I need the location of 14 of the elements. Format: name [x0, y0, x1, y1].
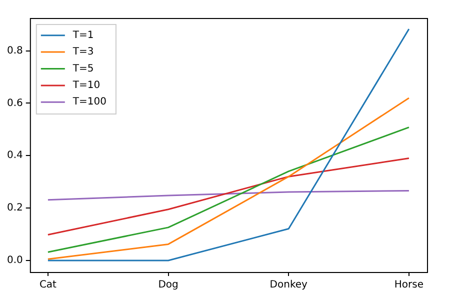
legend-label: T=5: [72, 63, 94, 74]
x-tick-label: Cat: [39, 280, 57, 291]
x-tick-label: Horse: [394, 280, 424, 291]
x-tick-label: Donkey: [270, 280, 308, 291]
legend-label: T=10: [72, 80, 100, 92]
y-tick-label: 0.0: [6, 255, 23, 266]
y-tick-label: 0.8: [6, 45, 23, 56]
y-tick-label: 0.6: [6, 98, 23, 109]
y-tick-label: 0.2: [6, 202, 23, 214]
x-tick-label: Dog: [158, 280, 178, 291]
legend-label: T=100: [72, 96, 106, 108]
legend-label: T=3: [72, 46, 94, 58]
legend-label: T=1: [72, 30, 94, 41]
y-tick-label: 0.4: [6, 150, 23, 162]
